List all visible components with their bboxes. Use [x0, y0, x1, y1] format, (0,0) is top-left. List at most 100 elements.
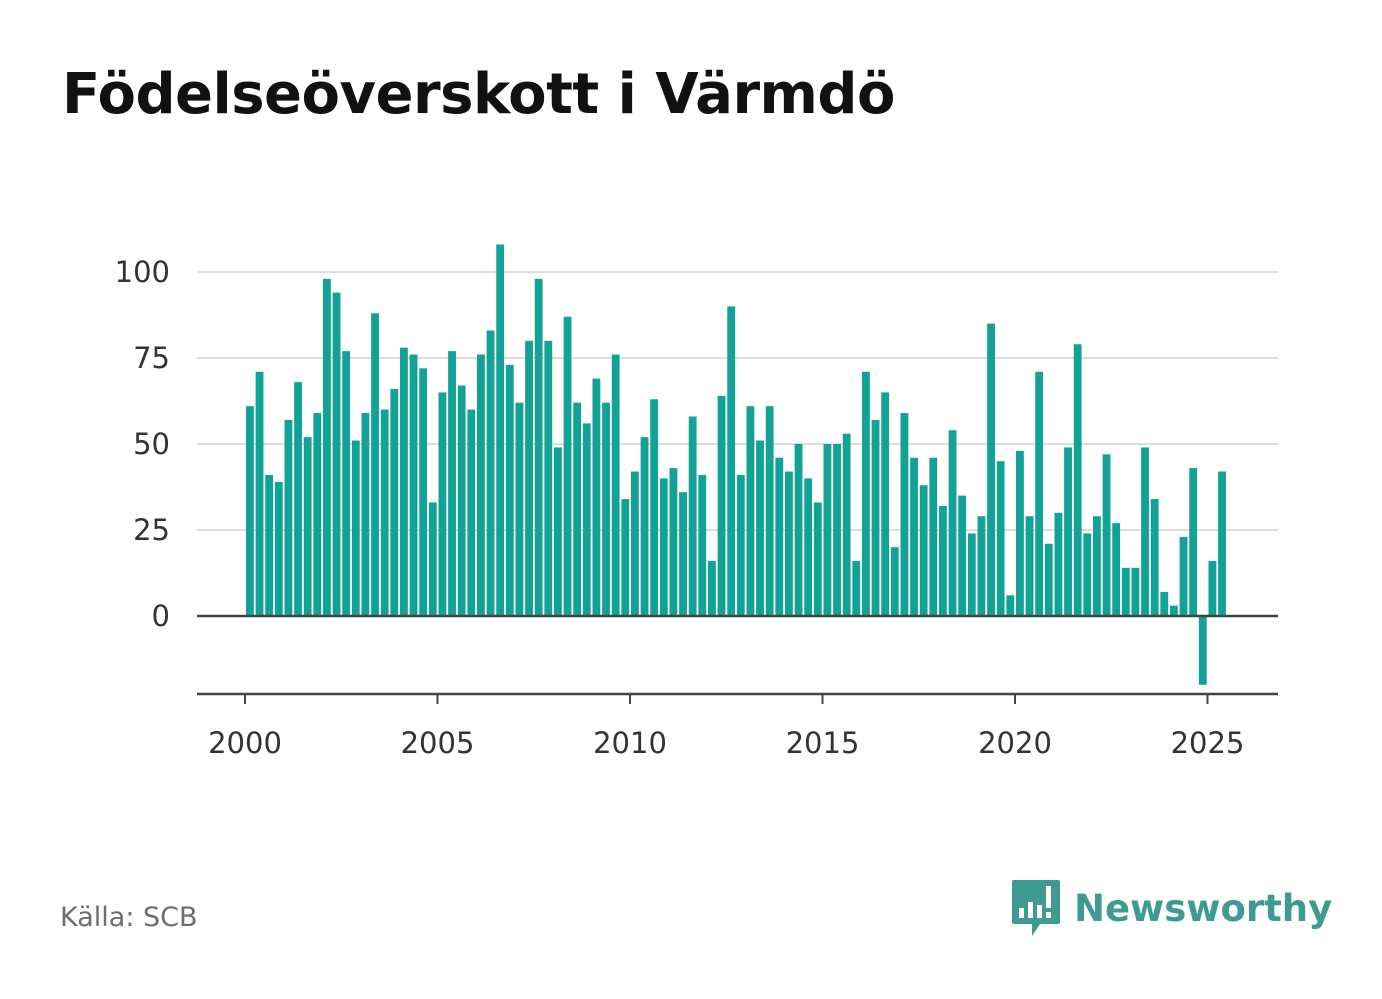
bar — [505, 364, 514, 616]
bar — [496, 244, 505, 617]
bar — [1083, 533, 1092, 616]
bar — [1218, 471, 1226, 616]
bar — [862, 371, 870, 616]
bar — [717, 395, 726, 616]
y-tick-label: 0 — [152, 599, 170, 633]
bar — [1112, 523, 1121, 616]
bar — [1141, 447, 1149, 616]
bar — [438, 392, 447, 616]
bar — [1121, 567, 1130, 616]
y-tick-label: 25 — [133, 513, 170, 547]
bar — [650, 399, 659, 616]
bar — [977, 516, 986, 616]
bar — [659, 478, 668, 616]
bar — [294, 382, 302, 616]
bar — [736, 474, 745, 616]
bar — [1208, 560, 1217, 616]
bar — [342, 351, 351, 616]
bar — [255, 371, 264, 616]
bar — [996, 461, 1005, 616]
bar — [852, 560, 861, 616]
bar — [265, 474, 274, 616]
x-tick-label: 2000 — [208, 726, 282, 760]
bar — [419, 368, 428, 616]
y-tick-label: 50 — [133, 427, 170, 461]
bar — [1189, 468, 1198, 616]
bar — [380, 409, 389, 616]
bar — [313, 413, 322, 616]
bar — [881, 392, 890, 616]
bar — [525, 340, 533, 616]
bar — [457, 385, 466, 616]
bar — [1179, 536, 1188, 616]
bar — [592, 378, 601, 616]
bar — [409, 354, 418, 616]
bar — [1064, 447, 1072, 616]
bar — [631, 471, 639, 616]
brand-name: Newsworthy — [1074, 886, 1333, 930]
bar — [727, 306, 736, 616]
bar — [544, 340, 553, 616]
bar — [640, 437, 649, 616]
bar — [274, 481, 283, 616]
bar — [833, 444, 841, 616]
bar — [554, 447, 562, 616]
y-tick-label: 75 — [133, 341, 170, 375]
bar — [967, 533, 976, 616]
bar — [361, 413, 370, 616]
bar — [679, 492, 687, 616]
bar — [987, 323, 995, 616]
bar — [708, 560, 716, 616]
bar — [467, 409, 476, 616]
x-tick-label: 2020 — [978, 726, 1052, 760]
bar — [428, 502, 437, 616]
bar — [400, 347, 408, 616]
bar — [1025, 516, 1034, 616]
source-label: Källa: SCB — [60, 902, 198, 933]
bar — [910, 457, 918, 616]
bar — [688, 416, 697, 616]
bar — [1044, 543, 1053, 616]
bar — [303, 437, 312, 616]
bar — [477, 354, 485, 616]
bar — [1170, 605, 1178, 616]
bars — [246, 244, 1226, 685]
bar — [939, 505, 947, 616]
bar — [573, 402, 582, 616]
bar — [351, 440, 360, 616]
bar — [534, 278, 543, 616]
bar — [842, 433, 851, 616]
bar — [669, 468, 678, 616]
bar — [1150, 499, 1159, 616]
bar — [602, 402, 610, 616]
bar — [621, 499, 630, 616]
bar — [1093, 516, 1101, 616]
bar — [804, 478, 813, 616]
bar — [929, 457, 938, 616]
bar — [871, 419, 880, 616]
bar — [813, 502, 822, 616]
bar — [582, 423, 591, 616]
bar — [698, 474, 707, 616]
brand-logo: Newsworthy — [1010, 878, 1332, 938]
bar — [948, 430, 957, 616]
bar — [775, 457, 784, 616]
x-tick-label: 2010 — [593, 726, 667, 760]
bar — [1006, 595, 1015, 616]
bar — [1054, 512, 1063, 616]
bar — [1016, 450, 1024, 616]
bar — [1131, 567, 1140, 616]
x-tick-label: 2015 — [786, 726, 860, 760]
bar — [332, 292, 341, 616]
bar — [785, 471, 793, 616]
bar — [1198, 616, 1207, 685]
bar — [611, 354, 620, 616]
bar — [900, 413, 909, 616]
bar — [794, 444, 803, 616]
bar — [448, 351, 456, 616]
bar — [1035, 371, 1044, 616]
x-tick-label: 2005 — [401, 726, 475, 760]
bar — [486, 330, 495, 616]
bar — [371, 313, 379, 616]
